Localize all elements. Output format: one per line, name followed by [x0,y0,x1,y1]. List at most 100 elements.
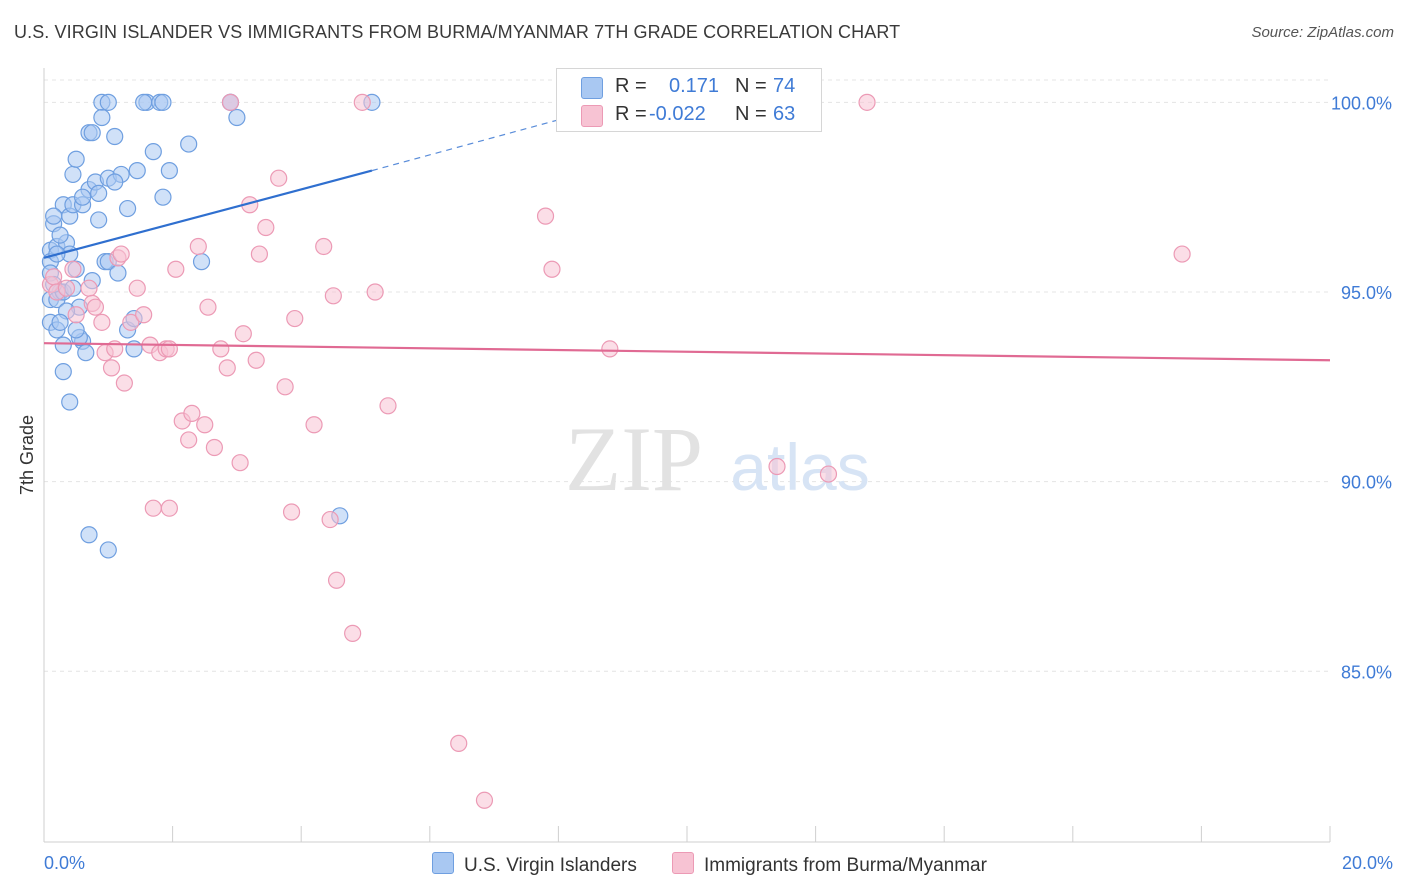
legend-n-value: 63 [773,103,796,125]
point-burma-myanmar [247,351,265,369]
point-virgin-islanders [118,199,137,218]
point-burma-myanmar [160,340,178,358]
point-burma-myanmar [234,325,252,343]
trend-line-burma-myanmar [43,342,1331,362]
point-virgin-islanders [83,124,101,142]
legend-label: U.S. Virgin Islanders [464,855,637,876]
x-tick-label: 0.0% [44,853,85,873]
legend-row-burma-myanmar: R = -0.022 N = 63 [557,101,821,129]
point-burma-myanmar [212,340,230,358]
point-virgin-islanders [64,165,82,184]
watermark-zip: ZIP [565,408,703,510]
point-burma-myanmar [205,438,223,457]
point-burma-myanmar [257,218,275,237]
point-virgin-islanders [90,184,108,202]
point-burma-myanmar [67,306,85,324]
point-burma-myanmar [135,306,153,324]
point-burma-myanmar [80,279,98,297]
point-burma-myanmar [321,510,339,529]
point-burma-myanmar [601,340,619,358]
data-points [41,93,1191,809]
point-virgin-islanders [77,344,95,362]
trend-lines [43,101,1331,362]
point-virgin-islanders [144,143,162,161]
watermark-atlas: atlas [730,430,869,504]
point-burma-myanmar [450,734,468,752]
point-virgin-islanders [80,526,98,544]
point-burma-myanmar [86,298,105,316]
point-burma-myanmar [199,298,217,316]
point-virgin-islanders [67,150,85,168]
y-tick-label: 95.0% [1341,283,1392,303]
point-burma-myanmar [282,503,301,521]
point-virgin-islanders [99,93,117,111]
point-virgin-islanders [67,321,85,339]
point-virgin-islanders [73,188,92,206]
legend-r-value: -0.022 [649,103,706,125]
point-virgin-islanders [192,253,211,271]
point-burma-myanmar [221,93,240,111]
point-virgin-islanders [160,162,178,180]
point-virgin-islanders [54,363,72,381]
point-virgin-islanders [135,93,153,111]
tick-labels: 85.0% 90.0% 95.0% 100.0% 0.0% 20.0% [44,93,1393,873]
legend-row-virgin-islanders: R = 0.171 N = 74 [557,73,821,101]
legend-swatch-blue [432,852,454,874]
point-virgin-islanders [154,93,172,111]
point-burma-myanmar [1173,245,1191,263]
point-virgin-islanders [51,226,69,244]
point-burma-myanmar [144,499,162,517]
point-burma-myanmar [344,624,362,642]
point-burma-myanmar [57,279,76,297]
point-burma-myanmar [128,279,146,297]
trend-line-virgin-islanders [43,169,373,259]
point-burma-myanmar [183,404,201,422]
point-burma-myanmar [231,454,249,472]
point-virgin-islanders [128,162,146,180]
point-virgin-islanders [154,188,172,206]
point-virgin-islanders [93,108,111,127]
point-burma-myanmar [180,431,198,449]
point-burma-myanmar [315,237,333,256]
point-burma-myanmar [64,260,82,278]
point-virgin-islanders [54,336,72,354]
point-burma-myanmar [189,237,207,256]
point-burma-myanmar [122,313,140,331]
legend-r-value: 0.171 [669,75,720,97]
point-burma-myanmar [196,416,214,434]
y-tick-label: 85.0% [1341,662,1392,682]
point-virgin-islanders [106,173,124,191]
correlation-legend: R = 0.171 N = 74 R = -0.022 N = 63 [556,68,822,132]
legend-swatch-pink [672,852,694,874]
point-burma-myanmar [858,93,876,111]
point-burma-myanmar [45,268,63,286]
point-burma-myanmar [353,93,371,111]
point-burma-myanmar [160,499,178,517]
point-virgin-islanders [90,211,108,229]
point-burma-myanmar [115,374,133,392]
point-virgin-islanders [106,127,124,146]
legend-item-virgin-islanders: U.S. Virgin Islanders [432,852,637,877]
point-burma-myanmar [276,378,294,396]
point-virgin-islanders [99,541,117,559]
point-burma-myanmar [819,465,838,483]
legend-r-label: R = [615,103,647,125]
legend-n-label: N = [735,103,767,125]
point-burma-myanmar [250,245,269,263]
point-virgin-islanders [45,207,63,225]
point-virgin-islanders [180,135,198,153]
point-burma-myanmar [286,309,304,328]
point-burma-myanmar [93,313,111,331]
point-burma-myanmar [305,416,323,434]
legend-n-value: 74 [773,75,796,97]
point-virgin-islanders [61,393,79,411]
y-tick-label: 100.0% [1331,93,1392,113]
point-virgin-islanders [109,264,127,282]
chart-title: U.S. VIRGIN ISLANDER VS IMMIGRANTS FROM … [14,22,901,42]
legend-r-label: R = [615,75,647,97]
point-burma-myanmar [218,359,236,377]
axes [43,68,1331,843]
point-virgin-islanders [51,313,69,331]
y-axis-label: 7th Grade [17,415,37,495]
